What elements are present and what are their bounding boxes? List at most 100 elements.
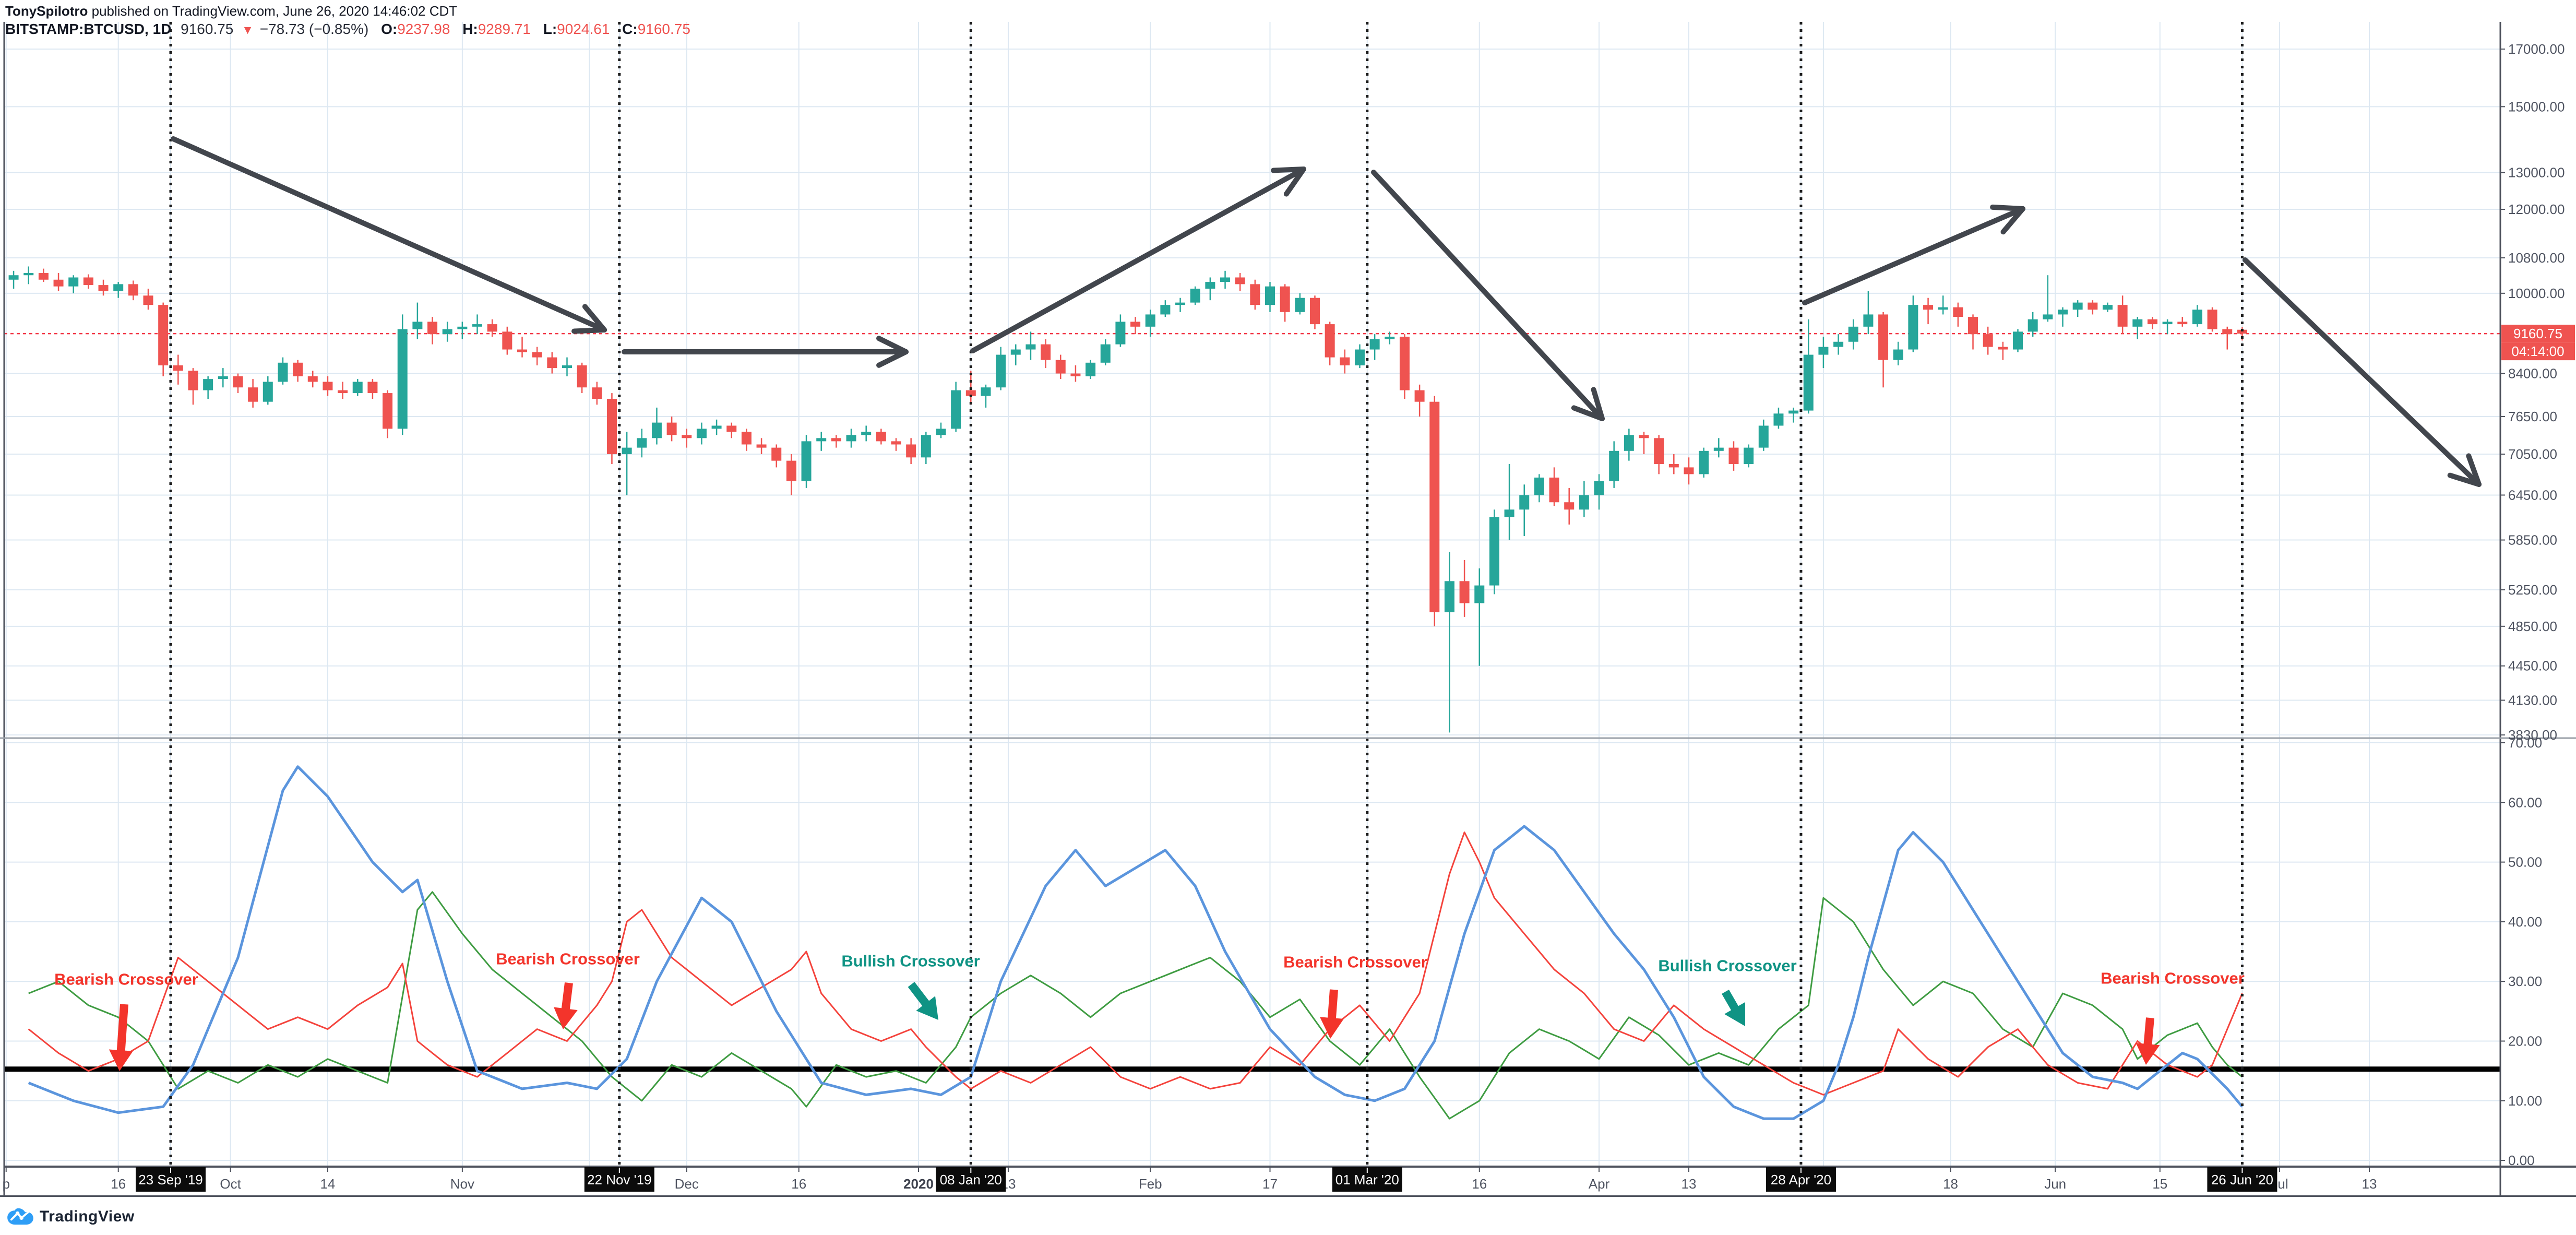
candle-body [547, 357, 557, 369]
symbol-name[interactable]: BITSTAMP:BTCUSD, 1D [5, 21, 172, 37]
price-tick-label: 15000.00 [2508, 99, 2565, 114]
low-value: 9024.61 [557, 21, 610, 37]
di_minus-line [28, 832, 2243, 1096]
time-tick-label: Nov [450, 1176, 474, 1192]
candle-body [1489, 517, 1499, 586]
candle-body [1414, 390, 1425, 402]
candle-body [2177, 322, 2188, 325]
candle-body [1504, 509, 1514, 517]
price-tick-label: 13000.00 [2508, 165, 2565, 181]
candle-body [1953, 307, 1963, 317]
candle-body [1878, 314, 1889, 360]
candle-body [263, 382, 273, 402]
candle-body [2147, 319, 2157, 325]
bearish-arrow-head [109, 1049, 133, 1071]
trend-arrow-shaft [171, 136, 607, 332]
candle-body [472, 324, 483, 327]
candle-body [1594, 481, 1604, 495]
bearish-crossover-label: Bearish Crossover [2101, 969, 2245, 988]
bullish-arrow-shaft [908, 982, 931, 1008]
candle-body [352, 382, 363, 394]
candle-body [188, 371, 198, 390]
candle-body [1160, 305, 1171, 315]
candle-body [1758, 425, 1769, 448]
ohlc-open: O:9237.98 [381, 21, 450, 37]
down-triangle-icon: ▼ [242, 23, 254, 37]
candle-body [173, 365, 183, 371]
date-badge-label: 28 Apr '20 [1771, 1172, 1831, 1188]
trend-arrow-shaft [2243, 257, 2482, 487]
price-tick-label: 4450.00 [2508, 658, 2557, 674]
candle-body [2088, 302, 2098, 310]
candle-body [1369, 339, 1380, 350]
bullish-arrow-shaft [1722, 990, 1740, 1013]
bullish-crossover-label: Bullish Crossover [1658, 957, 1796, 975]
candle-body [1340, 357, 1350, 365]
candle-body [1354, 349, 1365, 365]
tradingview-logo-icon[interactable] [6, 1206, 34, 1227]
candle-body [1130, 322, 1141, 327]
candle-body [8, 275, 19, 280]
trend-arrow-head [876, 349, 909, 368]
candle-body [1983, 334, 1993, 347]
candle-body [771, 447, 782, 461]
time-tick-label: 16 [111, 1176, 126, 1192]
candle-body [577, 365, 587, 388]
author-name[interactable]: TonySpilotro [5, 3, 88, 19]
time-tick-label: 17 [1262, 1176, 1278, 1192]
bearish-crossover-label: Bearish Crossover [54, 970, 198, 989]
candle-body [1579, 495, 1589, 510]
time-tick-label: 13 [2362, 1176, 2377, 1192]
candle-body [606, 399, 617, 455]
candle-body [307, 376, 318, 382]
candle-body [128, 284, 138, 296]
trend-arrow-head [1271, 167, 1306, 173]
trend-arrow-head [1283, 167, 1306, 197]
date-badge-label: 22 Nov '19 [587, 1172, 652, 1188]
bearish-arrow-head [2136, 1043, 2160, 1065]
tradingview-logo-text[interactable]: TradingView [40, 1208, 135, 1225]
trend-arrow-shaft [970, 167, 1306, 353]
candle-body [158, 305, 169, 365]
candle-body [83, 277, 93, 286]
trend-arrow-head [1571, 405, 1605, 421]
candle-body [1325, 324, 1335, 358]
candle-body [1444, 581, 1454, 612]
candle-body [891, 441, 901, 445]
candle-body [1399, 336, 1410, 390]
bearish-arrow-shaft [1327, 989, 1338, 1022]
candle-body [1190, 289, 1200, 303]
candlestick-series [8, 266, 2247, 733]
price-tick-label: 3830.00 [2508, 727, 2557, 743]
candle-body [383, 393, 393, 429]
trend-arrow-head [876, 336, 909, 354]
candle-body [2072, 302, 2083, 310]
candle-body [846, 435, 856, 442]
indicator-tick-label: 30.00 [2508, 973, 2542, 989]
candle-body [1025, 344, 1036, 350]
current-time-label: 04:14:00 [2511, 343, 2564, 359]
candle-body [412, 322, 423, 329]
candle-body [2192, 310, 2202, 325]
candle-body [1668, 464, 1679, 468]
time-tick-label: 16 [1472, 1176, 1487, 1192]
chart-frame [0, 22, 2576, 1195]
price-tick-label: 7650.00 [2508, 409, 2557, 424]
candle-body [756, 444, 767, 448]
bearish-arrow-head [1320, 1017, 1344, 1039]
candle-body [622, 447, 632, 455]
candle-body [1788, 410, 1799, 414]
candle-body [592, 387, 602, 399]
candle-body [1923, 305, 1934, 310]
bearish-crossover-label: Bearish Crossover [1283, 953, 1427, 971]
price-axis[interactable]: 17000.00 15000.00 13000.00 12000.00 10800.00… [2500, 41, 2575, 1168]
candle-body [293, 362, 303, 376]
candle-body [2132, 319, 2143, 327]
price-tick-label: 10000.00 [2508, 286, 2565, 301]
candle-body [1699, 450, 1709, 474]
time-tick-label: 15 [2152, 1176, 2167, 1192]
candle-body [696, 429, 707, 438]
time-axis[interactable]: p 16 Oct 14 Nov Dec 16 2020 13 Feb 17 16 Apr 13 18 Jun 1… [3, 1167, 2377, 1192]
